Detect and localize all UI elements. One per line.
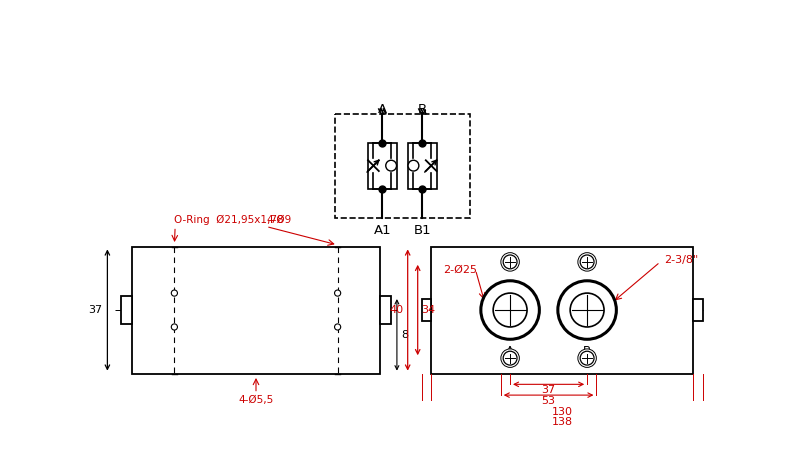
Bar (422, 299, 430, 321)
Bar (380, 296, 390, 324)
Text: B: B (418, 103, 427, 116)
Text: A1: A1 (374, 224, 391, 237)
Text: 53: 53 (542, 396, 555, 406)
Text: 4-Ø5,5: 4-Ø5,5 (238, 395, 274, 405)
Circle shape (334, 324, 341, 330)
Text: 138: 138 (551, 418, 573, 428)
Circle shape (570, 293, 604, 327)
Circle shape (481, 281, 539, 339)
Text: 8: 8 (402, 330, 409, 340)
Text: 34: 34 (421, 305, 435, 315)
Text: 37: 37 (89, 305, 102, 315)
Circle shape (503, 351, 517, 365)
Circle shape (503, 255, 517, 269)
Text: B1: B1 (414, 224, 431, 237)
Text: 2-Ø25: 2-Ø25 (443, 265, 477, 274)
Circle shape (578, 252, 596, 271)
Circle shape (408, 160, 419, 171)
Circle shape (558, 281, 616, 339)
Text: 130: 130 (551, 407, 573, 417)
Circle shape (493, 293, 527, 327)
Circle shape (171, 324, 178, 330)
Text: 4-Ø9: 4-Ø9 (266, 215, 291, 225)
Bar (132, 247, 380, 374)
Circle shape (580, 255, 594, 269)
Text: B: B (583, 346, 591, 359)
Bar (694, 299, 702, 321)
Text: A: A (378, 103, 387, 116)
Text: 40: 40 (390, 305, 404, 315)
Circle shape (580, 351, 594, 365)
Circle shape (386, 160, 397, 171)
Bar (408, 143, 437, 189)
Bar (430, 247, 694, 374)
Bar (122, 296, 132, 324)
FancyBboxPatch shape (335, 114, 470, 218)
Text: 37: 37 (542, 385, 556, 395)
Text: A: A (506, 346, 514, 359)
Circle shape (501, 252, 519, 271)
Bar (368, 143, 397, 189)
Circle shape (171, 290, 178, 296)
Circle shape (578, 349, 596, 367)
Circle shape (334, 290, 341, 296)
Text: 2-3/8": 2-3/8" (665, 255, 698, 266)
Text: O-Ring  Ø21,95x1,78: O-Ring Ø21,95x1,78 (174, 215, 283, 225)
Circle shape (501, 349, 519, 367)
